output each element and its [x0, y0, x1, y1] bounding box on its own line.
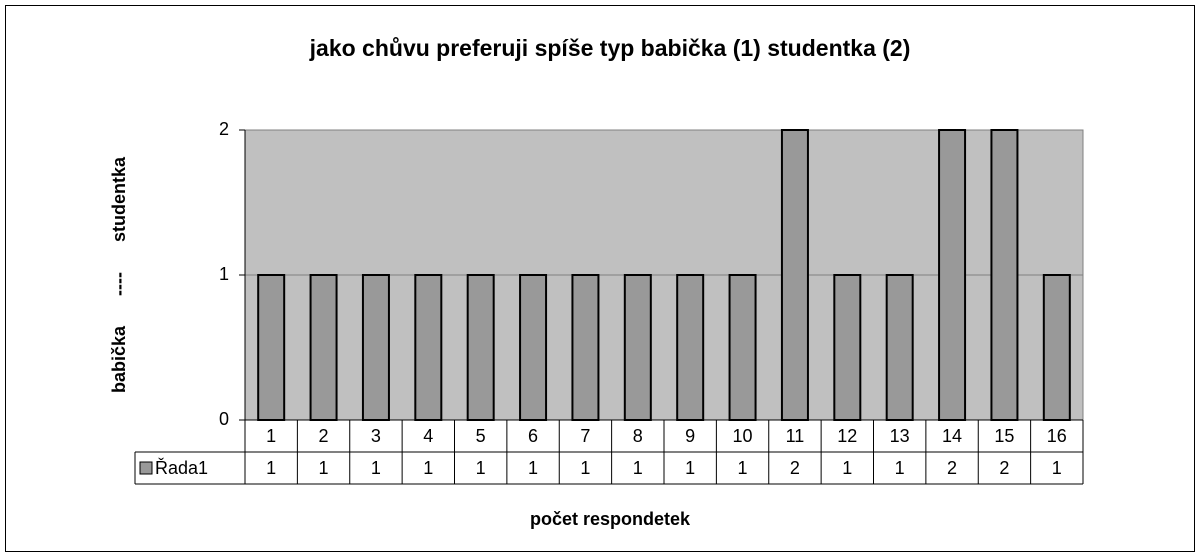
x-tick-label: 11	[786, 426, 805, 446]
bar	[885, 274, 914, 421]
x-tick-label: 15	[994, 426, 1014, 446]
x-tick-label: 6	[528, 426, 538, 446]
x-tick-label: 9	[685, 426, 695, 446]
chart-title: jako chůvu preferuji spíše typ babička (…	[309, 35, 911, 61]
x-tick-label: 3	[371, 426, 381, 446]
table-value: 2	[947, 458, 957, 478]
bar	[257, 274, 286, 421]
bar	[466, 274, 495, 421]
x-tick-label: 14	[942, 426, 962, 446]
x-tick-label: 7	[580, 426, 590, 446]
x-tick-label: 16	[1047, 426, 1067, 446]
table-value: 1	[738, 458, 748, 478]
y-tick-label: 1	[219, 264, 229, 284]
table-value: 1	[423, 458, 433, 478]
legend-label: Řada1	[155, 458, 208, 478]
table-value: 1	[685, 458, 695, 478]
table-value: 1	[371, 458, 381, 478]
legend-swatch	[139, 461, 153, 475]
table-value: 1	[319, 458, 329, 478]
table-value: 1	[580, 458, 590, 478]
x-tick-label: 1	[266, 426, 276, 446]
table-value: 1	[842, 458, 852, 478]
bar	[728, 274, 757, 421]
x-tick-label: 8	[633, 426, 643, 446]
bar	[519, 274, 548, 421]
bar	[361, 274, 390, 421]
x-tick-label: 10	[733, 426, 753, 446]
bar	[414, 274, 443, 421]
table-value: 1	[476, 458, 486, 478]
bar	[780, 129, 809, 421]
bar	[571, 274, 600, 421]
y-tick-label: 0	[219, 409, 229, 429]
y-tick-label: 2	[219, 119, 229, 139]
x-tick-label: 4	[423, 426, 433, 446]
x-tick-label: 12	[837, 426, 857, 446]
table-value: 1	[528, 458, 538, 478]
table-value: 1	[895, 458, 905, 478]
bar	[676, 274, 705, 421]
x-tick-label: 13	[890, 426, 910, 446]
y-axis-label: babička ---- studentka	[109, 156, 129, 393]
table-value: 2	[790, 458, 800, 478]
table-value: 1	[633, 458, 643, 478]
table-value: 2	[999, 458, 1009, 478]
bar	[1042, 274, 1071, 421]
bar	[623, 274, 652, 421]
bar	[309, 274, 338, 421]
x-tick-label: 5	[476, 426, 486, 446]
bar	[833, 274, 862, 421]
table-value: 1	[266, 458, 276, 478]
table-value: 1	[1052, 458, 1062, 478]
bar	[990, 129, 1019, 421]
x-tick-label: 2	[319, 426, 329, 446]
bar	[938, 129, 967, 421]
x-axis-label: počet respondetek	[530, 509, 691, 529]
